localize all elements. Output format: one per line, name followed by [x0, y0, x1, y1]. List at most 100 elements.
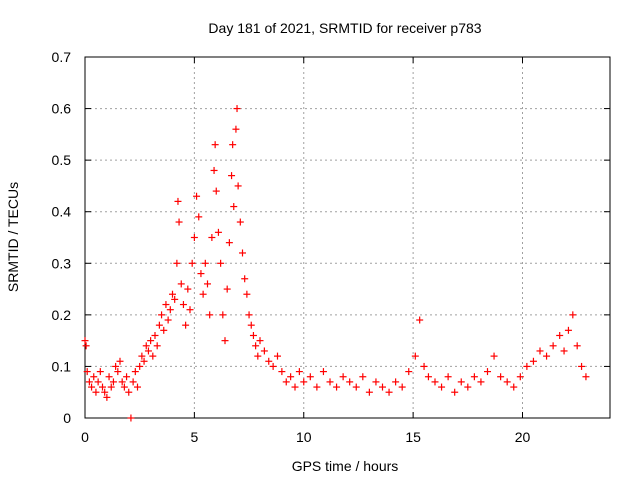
data-point	[431, 378, 439, 386]
chart-title: Day 181 of 2021, SRMTID for receiver p78…	[208, 20, 481, 36]
data-point	[451, 388, 459, 396]
data-point	[233, 105, 241, 113]
data-point	[208, 234, 216, 241]
y-tick-label: 0.1	[52, 358, 72, 374]
data-point	[125, 388, 133, 396]
data-point	[112, 362, 120, 370]
data-point	[217, 259, 225, 267]
data-point	[214, 228, 222, 236]
data-point	[173, 259, 181, 267]
data-point	[114, 368, 122, 376]
data-point	[85, 378, 93, 386]
data-point	[127, 414, 135, 422]
data-point	[444, 373, 452, 381]
data-point	[306, 373, 314, 381]
y-axis: 0 0.1 0.2 0.3 0.4 0.5 0.6 0.7	[52, 49, 610, 426]
data-point	[210, 166, 218, 174]
data-point	[569, 311, 577, 319]
data-point	[142, 342, 150, 350]
data-point	[223, 285, 231, 293]
data-point	[416, 316, 424, 324]
data-point	[510, 383, 518, 391]
data-point	[249, 331, 257, 339]
data-point	[560, 347, 568, 355]
x-tick-label: 20	[515, 429, 531, 445]
data-point	[269, 362, 277, 370]
data-point	[239, 249, 246, 257]
data-point	[256, 337, 264, 345]
data-point	[129, 378, 137, 386]
data-point	[177, 280, 185, 288]
data-point	[379, 383, 386, 391]
data-point	[166, 306, 174, 314]
data-point	[107, 383, 115, 391]
data-point	[234, 182, 242, 190]
data-point	[252, 342, 260, 350]
data-point	[201, 259, 209, 267]
data-point	[204, 280, 211, 288]
data-point	[99, 383, 106, 391]
data-point	[582, 373, 590, 381]
data-point	[424, 373, 432, 381]
data-point	[94, 378, 102, 386]
data-point	[313, 383, 321, 391]
data-point	[158, 311, 166, 319]
data-point	[116, 357, 124, 365]
data-point	[503, 378, 511, 386]
data-point	[490, 352, 498, 360]
data-point	[470, 373, 478, 381]
data-point	[295, 368, 303, 376]
data-point	[109, 378, 117, 386]
data-point	[326, 378, 334, 386]
data-point	[171, 295, 179, 303]
y-tick-label: 0.5	[52, 152, 72, 168]
data-point	[247, 321, 255, 329]
data-point	[120, 383, 128, 391]
data-point	[536, 347, 544, 355]
data-point	[221, 337, 229, 345]
x-tick-label: 15	[405, 429, 421, 445]
y-tick-label: 0.7	[52, 49, 72, 65]
data-point	[254, 352, 262, 360]
data-point	[420, 362, 428, 370]
data-point	[211, 141, 219, 149]
data-point	[131, 368, 139, 376]
data-point	[339, 373, 347, 381]
data-point	[186, 306, 194, 314]
data-point	[140, 357, 148, 365]
data-point	[123, 373, 131, 381]
y-tick-label: 0.3	[52, 255, 72, 271]
data-point	[484, 368, 491, 376]
data-point	[365, 388, 373, 396]
data-point	[278, 368, 286, 376]
data-point	[92, 388, 100, 396]
data-point	[516, 373, 524, 381]
x-axis-label: GPS time / hours	[292, 458, 399, 474]
data-point	[232, 125, 240, 133]
data-point	[405, 368, 413, 376]
data-point	[265, 357, 273, 365]
data-point	[164, 316, 172, 324]
data-point	[175, 218, 183, 226]
data-point	[105, 373, 113, 381]
data-point	[282, 378, 290, 386]
data-point	[190, 234, 198, 241]
data-point	[153, 342, 161, 350]
data-point	[212, 187, 220, 195]
data-point	[197, 270, 205, 278]
grid-lines	[85, 57, 610, 418]
data-point	[96, 368, 104, 376]
data-point	[549, 342, 557, 350]
data-point	[291, 383, 299, 391]
data-point	[333, 383, 341, 391]
x-tick-label: 0	[81, 429, 89, 445]
data-point	[243, 290, 251, 298]
data-point	[543, 352, 551, 360]
data-point	[225, 239, 233, 247]
data-point	[236, 218, 244, 226]
data-point	[372, 378, 380, 386]
data-point	[359, 373, 367, 381]
data-point	[245, 311, 253, 319]
y-tick-label: 0.2	[52, 307, 72, 323]
